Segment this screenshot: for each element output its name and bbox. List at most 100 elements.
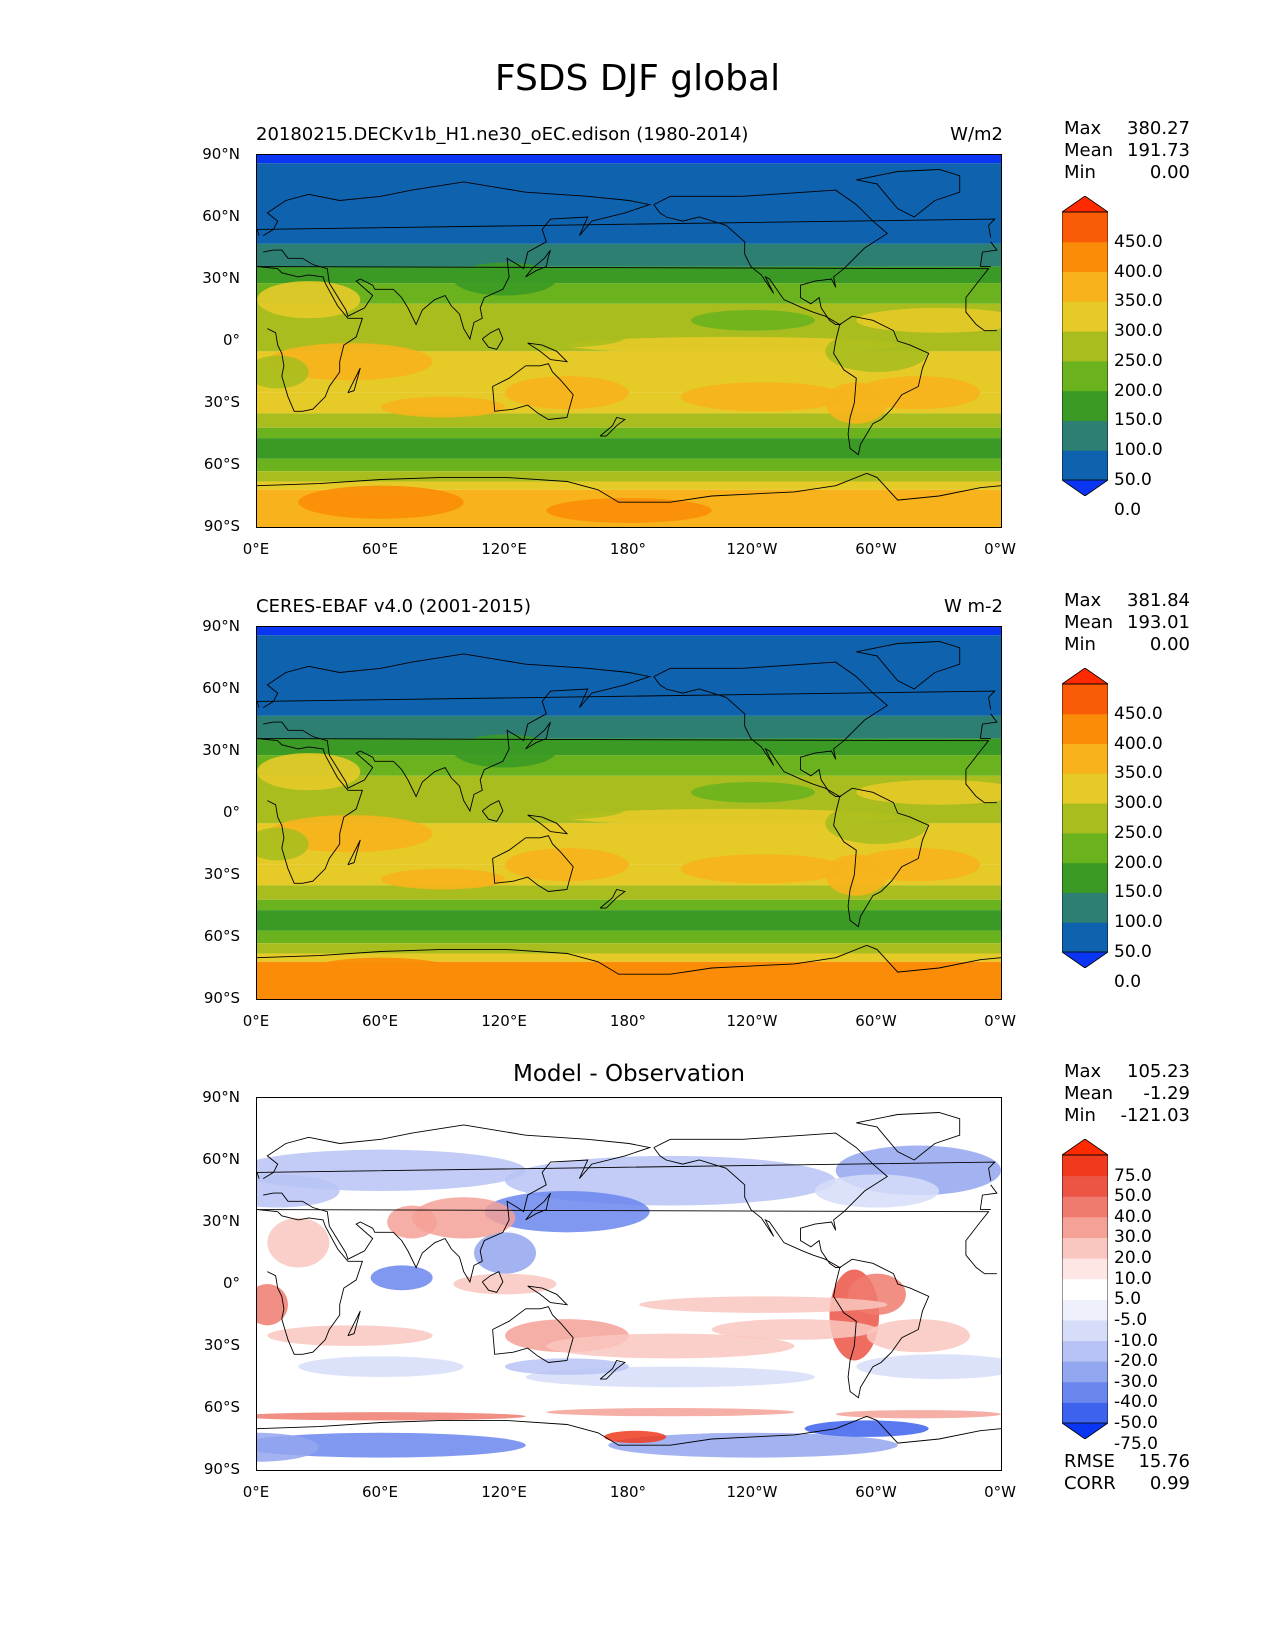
lat-tick-label: 90°N — [202, 145, 240, 163]
mean-label: Mean — [1064, 1083, 1114, 1104]
figure-title: FSDS DJF global — [494, 58, 781, 99]
lat-tick-label: 30°N — [202, 741, 240, 759]
colorbar-extend-low — [1062, 479, 1108, 496]
diff-region — [804, 1420, 929, 1437]
coastline — [347, 1310, 361, 1337]
colorbar-segment — [1062, 743, 1108, 774]
colorbar-tick-label: -40.0 — [1114, 1392, 1158, 1413]
field-region — [505, 794, 629, 820]
coastline — [492, 1306, 574, 1363]
colorbar-tick-label: 400.0 — [1114, 261, 1163, 282]
diff-region — [866, 1319, 970, 1353]
field-region — [856, 779, 1001, 805]
diff-region — [298, 1356, 464, 1377]
diff-region — [453, 1273, 557, 1295]
colorbar-segment — [1062, 862, 1108, 893]
field-band — [257, 243, 1001, 267]
lat-tick-label: 30°N — [202, 1212, 240, 1230]
field-band — [257, 635, 1001, 689]
field-region — [267, 343, 433, 381]
diff-region — [257, 1432, 319, 1462]
field-band — [257, 953, 1001, 962]
field-band — [257, 755, 1001, 776]
colorbar-segment — [1062, 450, 1108, 481]
lon-tick-label: 180° — [609, 1012, 647, 1030]
lon-tick-label: 0°E — [242, 1012, 270, 1030]
field-region — [505, 848, 629, 882]
corr-value: 0.99 — [1149, 1473, 1190, 1494]
field-band — [257, 427, 1001, 439]
diff-region — [505, 1358, 629, 1375]
lat-tick-label: 30°S — [203, 393, 240, 411]
colorbar-tick-label: 450.0 — [1114, 231, 1163, 252]
colorbar-tick-label: 20.0 — [1114, 1248, 1152, 1269]
case-label: 20180215.DECKv1b_H1.ne30_oEC.edison (198… — [256, 124, 749, 145]
coastline — [653, 661, 889, 797]
lat-tick-label: 0° — [222, 803, 240, 821]
colorbar-segment — [1062, 1258, 1108, 1280]
field-region — [546, 498, 712, 523]
lon-tick-label: 60°E — [361, 1012, 399, 1030]
field-region — [825, 854, 888, 896]
colorbar-frame — [1062, 211, 1108, 481]
colorbar-segment — [1062, 212, 1108, 243]
max-label: Max — [1064, 1061, 1102, 1082]
colorbar-tick-label: 10.0 — [1114, 1268, 1152, 1289]
map-plot — [256, 154, 1002, 528]
field-region — [825, 382, 888, 424]
lon-tick-label: 0°W — [984, 1483, 1016, 1501]
diff-region — [604, 1430, 667, 1444]
colorbar-segment — [1062, 331, 1108, 362]
coastline — [599, 888, 626, 909]
colorbar-frame — [1062, 1154, 1108, 1424]
diff-region — [370, 1265, 433, 1291]
colorbar-tick-label: -20.0 — [1114, 1351, 1158, 1372]
field-region — [505, 376, 629, 410]
field-region — [691, 310, 815, 331]
lon-tick-label: 60°W — [855, 1483, 897, 1501]
colorbar-extend-low — [1062, 1422, 1108, 1439]
min-value: 0.00 — [1149, 634, 1190, 655]
coastline — [492, 363, 574, 420]
colorbar-frame — [1062, 683, 1108, 953]
colorbar-segment — [1062, 1278, 1108, 1300]
colorbar-tick-label: 100.0 — [1114, 440, 1163, 461]
field-band — [257, 930, 1001, 944]
coastline — [856, 169, 961, 218]
mean-value: -1.29 — [1143, 1083, 1190, 1104]
coastline — [856, 1112, 961, 1161]
colorbar-tick-label: 200.0 — [1114, 852, 1163, 873]
lon-tick-label: 0°E — [242, 540, 270, 558]
colorbar-segment — [1062, 1381, 1108, 1403]
colorbar-tick-label: 150.0 — [1114, 882, 1163, 903]
lat-tick-label: 60°S — [203, 927, 240, 945]
error-stats: RMSE 15.76 CORR 0.99 — [1064, 1451, 1214, 1495]
coastline — [257, 1161, 996, 1181]
lat-tick-label: 60°N — [202, 207, 240, 225]
diff-region — [546, 1333, 795, 1359]
lon-tick-label: 120°W — [726, 1012, 778, 1030]
field-region — [567, 808, 898, 826]
coastline — [653, 189, 889, 325]
coastline — [257, 1209, 997, 1355]
lon-tick-label: 180° — [609, 1483, 647, 1501]
field-band — [257, 481, 1001, 490]
colorbar-segment — [1062, 773, 1108, 804]
difference-panel: Model - Observation Max 105.23 Mean -1.29 … — [0, 1061, 1275, 1521]
colorbar-segment — [1062, 301, 1108, 332]
map-svg — [257, 627, 1001, 999]
field-region — [856, 376, 981, 410]
field-band — [257, 266, 1001, 284]
colorbar-tick-label: 30.0 — [1114, 1227, 1152, 1248]
field-region — [825, 330, 929, 372]
lon-tick-label: 120°E — [481, 540, 527, 558]
colorbar-tick-label: 50.0 — [1114, 470, 1152, 490]
colorbar-tick-label: -5.0 — [1114, 1309, 1148, 1330]
field-region — [680, 382, 846, 412]
field-band — [257, 943, 1001, 954]
coastline — [833, 315, 930, 456]
coastline — [262, 653, 998, 813]
colorbar-segment — [1062, 1319, 1108, 1342]
colorbar — [1062, 1139, 1108, 1439]
map-plot — [256, 1097, 1002, 1471]
